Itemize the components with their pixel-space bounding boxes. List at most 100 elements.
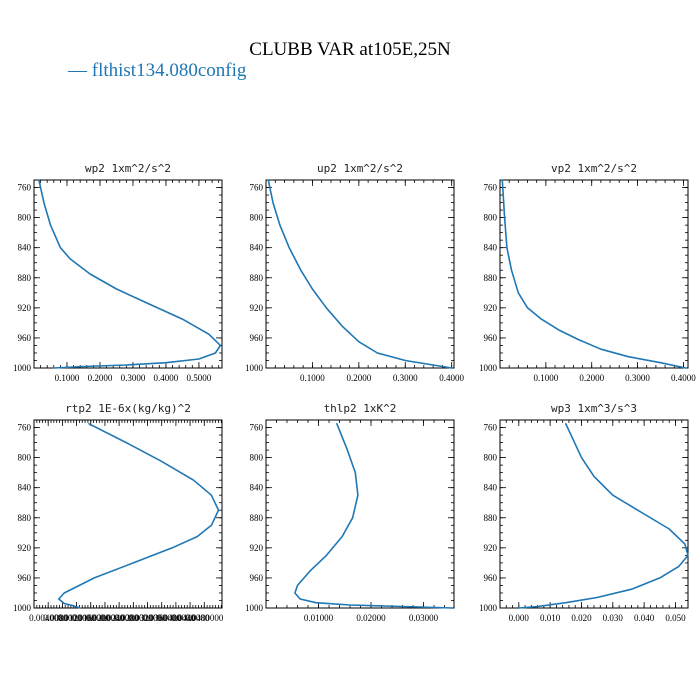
panel-5: thlp2 1xK^2 760 800 840 880 920 960 1000 0.01000… xyxy=(245,402,455,623)
y-tick-label: 880 xyxy=(484,513,498,523)
y-tick-label: 960 xyxy=(484,573,498,583)
x-tick-label: 0.0360000 xyxy=(143,613,182,623)
series-line xyxy=(57,422,220,609)
plot-frame xyxy=(265,179,455,369)
panel-grid: wp2 1xm^2/s^2 760 800 840 880 920 960 1000 0.100… xyxy=(13,162,696,623)
panel-title: rtp2 1E-6x(kg/kg)^2 xyxy=(65,402,191,415)
x-tick-label: 0.2000 xyxy=(346,373,371,383)
y-tick-label: 1000 xyxy=(245,363,264,373)
y-tick-label: 760 xyxy=(250,183,264,193)
panel-title: thlp2 1xK^2 xyxy=(324,402,397,415)
y-tick-label: 840 xyxy=(484,483,498,493)
series-line xyxy=(294,422,454,609)
x-tick-label: 0.1000 xyxy=(55,373,80,383)
x-tick-label: 0.010 xyxy=(540,613,561,623)
y-tick-label: 960 xyxy=(250,573,264,583)
panel-title: up2 1xm^2/s^2 xyxy=(317,162,403,175)
series-line xyxy=(501,179,687,369)
x-tick-label: 0.020 xyxy=(571,613,592,623)
panel-1: wp2 1xm^2/s^2 760 800 840 880 920 960 1000 0.100… xyxy=(13,162,223,383)
x-tick-label: 0.050 xyxy=(665,613,686,623)
y-tick-label: 800 xyxy=(250,453,264,463)
y-tick-label: 880 xyxy=(18,273,32,283)
x-tick-label: 0.3000 xyxy=(393,373,418,383)
y-tick-label: 840 xyxy=(250,243,264,253)
y-tick-label: 1000 xyxy=(13,363,32,373)
y-tick-label: 880 xyxy=(18,513,32,523)
y-tick-label: 1000 xyxy=(479,363,498,373)
y-tick-label: 760 xyxy=(484,423,498,433)
y-tick-label: 960 xyxy=(250,333,264,343)
x-tick-label: 0.02000 xyxy=(356,613,386,623)
x-tick-label: 0.5000 xyxy=(187,373,212,383)
x-tick-label: 0.000 xyxy=(509,613,530,623)
x-tick-label: 0.0240000 xyxy=(100,613,139,623)
plot-frame xyxy=(499,419,689,609)
y-tick-label: 960 xyxy=(18,333,32,343)
panel-title: wp3 1xm^3/s^3 xyxy=(551,402,637,415)
panel-title: vp2 1xm^2/s^2 xyxy=(551,162,637,175)
x-tick-label: 0.0160000 xyxy=(72,613,111,623)
y-tick-label: 880 xyxy=(250,513,264,523)
y-tick-label: 1000 xyxy=(245,603,264,613)
y-tick-label: 840 xyxy=(484,243,498,253)
figure-title: CLUBB VAR at105E,25N xyxy=(249,39,451,60)
panel-title: wp2 1xm^2/s^2 xyxy=(85,162,171,175)
legend-entry: — flthist134.080config xyxy=(67,60,247,81)
y-tick-label: 760 xyxy=(18,423,32,433)
y-tick-label: 960 xyxy=(18,573,32,583)
plot-frame xyxy=(265,419,455,609)
x-tick-label: 0.0120000 xyxy=(57,613,96,623)
x-tick-label: 0.4000 xyxy=(154,373,179,383)
x-tick-label: 0.01000 xyxy=(304,613,334,623)
plot-frame xyxy=(499,179,689,369)
y-tick-label: 840 xyxy=(18,483,32,493)
y-tick-label: 920 xyxy=(250,543,264,553)
x-tick-label: 0.040 xyxy=(634,613,655,623)
y-tick-label: 960 xyxy=(484,333,498,343)
y-tick-label: 840 xyxy=(18,243,32,253)
x-tick-label: 0.1000 xyxy=(533,373,558,383)
x-tick-label: 0.0200000 xyxy=(86,613,125,623)
x-tick-label: 0.3000 xyxy=(121,373,146,383)
y-tick-label: 880 xyxy=(484,273,498,283)
y-tick-label: 760 xyxy=(18,183,32,193)
panel-4: rtp2 1E-6x(kg/kg)^2 760 800 840 880 920 960 100… xyxy=(13,402,224,623)
y-tick-label: 880 xyxy=(250,273,264,283)
x-tick-label: 0.4000 xyxy=(671,373,696,383)
y-tick-label: 840 xyxy=(250,483,264,493)
panel-6: wp3 1xm^3/s^3 760 800 840 880 920 960 1000 0.000… xyxy=(479,402,689,623)
x-tick-label: 0.2000 xyxy=(579,373,604,383)
y-tick-label: 920 xyxy=(250,303,264,313)
x-tick-label: 0.030 xyxy=(603,613,624,623)
x-tick-label: 0.03000 xyxy=(409,613,439,623)
y-tick-label: 920 xyxy=(484,543,498,553)
x-tick-label: 0.4000 xyxy=(439,373,464,383)
x-tick-label: 0.0440000 xyxy=(171,613,210,623)
y-tick-label: 1000 xyxy=(13,603,32,613)
x-tick-label: 0.0040000 xyxy=(29,613,68,623)
y-tick-label: 800 xyxy=(484,213,498,223)
x-tick-label: 0.0400000 xyxy=(157,613,196,623)
series-line xyxy=(517,422,689,609)
series-line xyxy=(267,179,453,369)
y-tick-label: 920 xyxy=(18,543,32,553)
y-tick-label: 1000 xyxy=(479,603,498,613)
plot-frame xyxy=(33,179,223,369)
x-tick-label: 0.1000 xyxy=(300,373,325,383)
y-tick-label: 760 xyxy=(484,183,498,193)
y-tick-label: 800 xyxy=(18,213,32,223)
x-tick-label: 0.0480000 xyxy=(185,613,224,623)
x-tick-label: 0.0320000 xyxy=(128,613,167,623)
x-tick-label: 0.0280000 xyxy=(114,613,153,623)
y-tick-label: 920 xyxy=(18,303,32,313)
x-tick-label: 0.2000 xyxy=(88,373,113,383)
y-tick-label: 760 xyxy=(250,423,264,433)
plot-frame xyxy=(33,419,223,609)
y-tick-label: 800 xyxy=(484,453,498,463)
x-tick-label: 0.3000 xyxy=(625,373,650,383)
panel-3: vp2 1xm^2/s^2 760 800 840 880 920 960 1000 0.100… xyxy=(479,162,696,383)
y-tick-label: 800 xyxy=(250,213,264,223)
panel-2: up2 1xm^2/s^2 760 800 840 880 920 960 1000 0.100… xyxy=(245,162,465,383)
